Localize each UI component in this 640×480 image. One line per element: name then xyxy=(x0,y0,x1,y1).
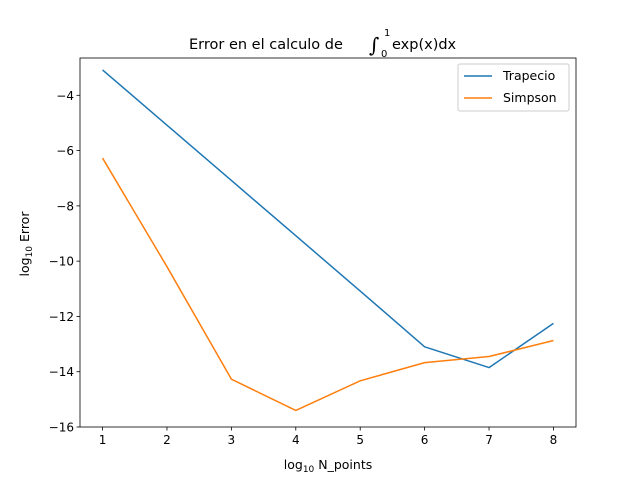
x-tick-label: 2 xyxy=(163,433,171,447)
y-tick-label: −6 xyxy=(56,144,74,158)
x-tick-label: 4 xyxy=(292,433,300,447)
x-tick-label: 3 xyxy=(228,433,236,447)
chart-title-upper-limit: 1 xyxy=(384,28,390,39)
y-axis-label: log10 Error xyxy=(17,211,35,277)
x-tick-label: 7 xyxy=(485,433,493,447)
y-tick-label: −12 xyxy=(49,310,74,324)
axes-frame xyxy=(79,57,577,428)
y-tick-label: −4 xyxy=(56,89,74,103)
x-axis-label: log10 N_points xyxy=(284,457,372,475)
x-tick-label: 6 xyxy=(421,433,429,447)
x-axis-ticks: 1 2 3 4 5 6 7 8 xyxy=(99,427,558,447)
chart-title-lower-limit: 0 xyxy=(381,49,387,60)
plot-lines xyxy=(101,69,554,412)
chart-title-integrand: exp(x)dx xyxy=(392,37,457,53)
legend-label-simpson: Simpson xyxy=(503,90,557,105)
y-tick-label: −8 xyxy=(56,199,74,213)
x-tick-label: 8 xyxy=(550,433,558,447)
series-line-trapecio xyxy=(102,69,554,369)
y-tick-label: −16 xyxy=(49,421,74,435)
legend: Trapecio Simpson xyxy=(457,63,570,112)
y-axis-ticks: −16 −14 −12 −10 −8 −6 −4 xyxy=(49,89,80,435)
legend-label-trapecio: Trapecio xyxy=(502,68,555,83)
x-tick-label: 1 xyxy=(99,433,107,447)
x-tick-label: 5 xyxy=(356,433,364,447)
chart-title-prefix: Error en el calculo de xyxy=(189,37,343,53)
series-line-simpson xyxy=(101,157,554,412)
chart-title: Error en el calculo de xyxy=(189,37,343,53)
y-tick-label: −10 xyxy=(49,255,74,269)
chart-title-integral: ∫ xyxy=(369,33,379,57)
y-tick-label: −14 xyxy=(49,365,74,379)
